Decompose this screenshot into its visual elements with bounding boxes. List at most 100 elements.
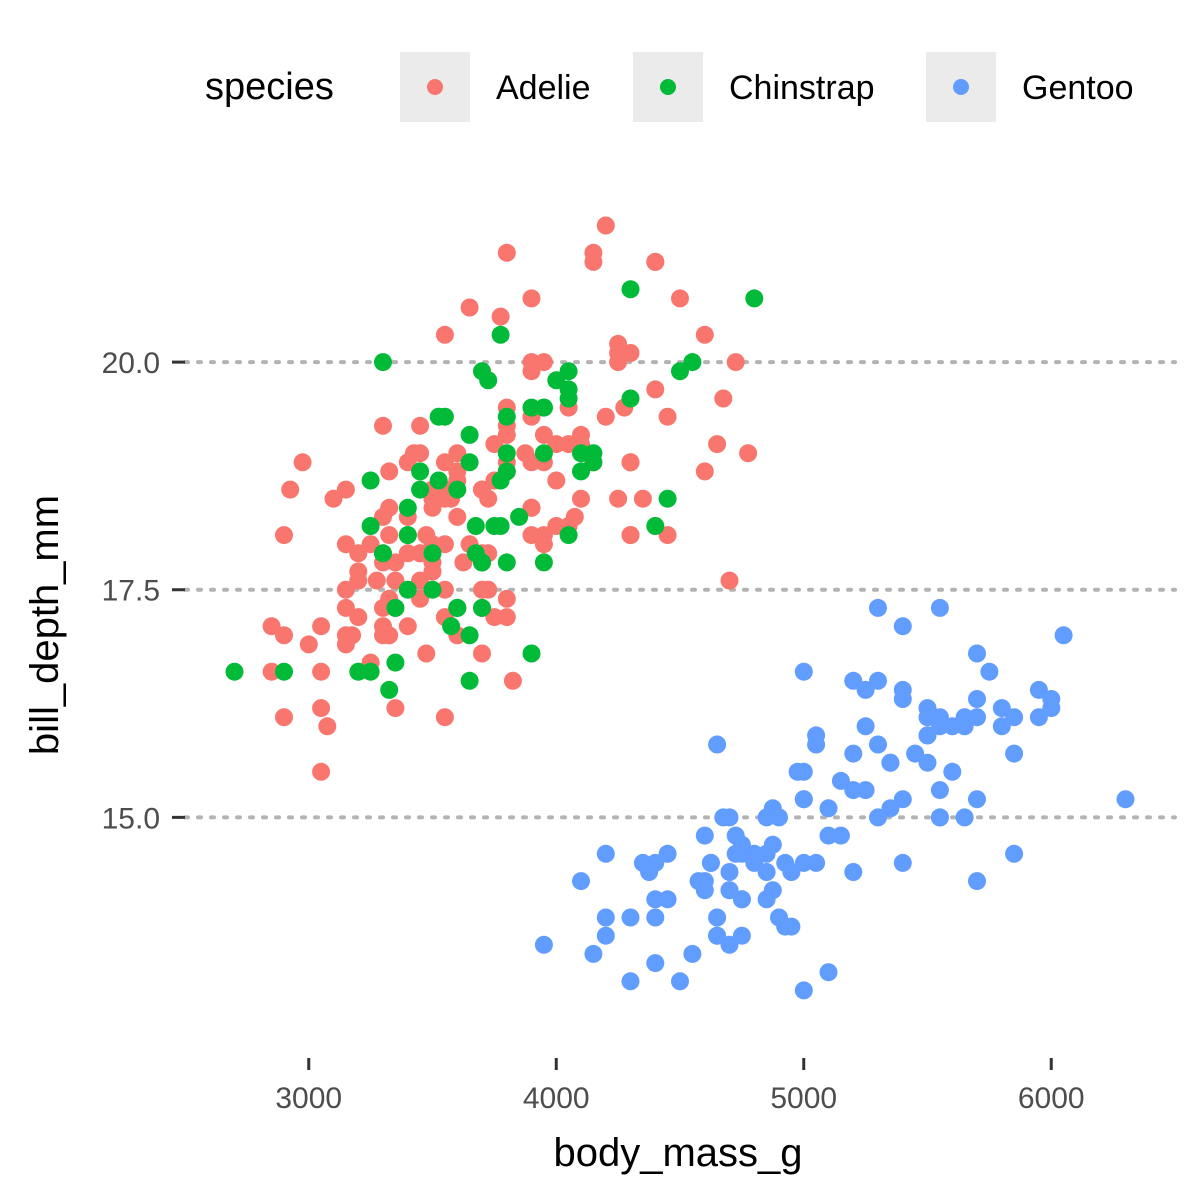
gentoo-point bbox=[869, 735, 887, 754]
y-tick-label: 17.5 bbox=[102, 575, 160, 608]
chinstrap-point bbox=[671, 362, 689, 381]
chinstrap-point bbox=[374, 544, 392, 563]
gentoo-point bbox=[906, 744, 925, 763]
adelie-point bbox=[411, 589, 430, 608]
adelie-point bbox=[374, 626, 392, 645]
gentoo-point bbox=[968, 708, 986, 727]
adelie-point bbox=[374, 416, 392, 435]
adelie-point bbox=[479, 580, 498, 599]
adelie-point bbox=[262, 617, 281, 636]
adelie-point bbox=[435, 453, 454, 472]
adelie-point bbox=[386, 571, 405, 590]
chinstrap-point bbox=[361, 662, 380, 681]
gentoo-point bbox=[807, 726, 826, 745]
adelie-point bbox=[547, 435, 566, 454]
gentoo-point bbox=[726, 826, 745, 845]
gentoo-point bbox=[640, 863, 659, 881]
adelie-point bbox=[658, 526, 677, 545]
chinstrap-point bbox=[448, 480, 467, 499]
adelie-point bbox=[633, 489, 652, 508]
chinstrap-point bbox=[522, 398, 541, 417]
adelie-point bbox=[695, 462, 714, 481]
gentoo-point bbox=[1054, 626, 1073, 645]
chinstrap-point bbox=[491, 325, 510, 344]
chinstrap-point bbox=[559, 362, 578, 381]
gentoo-point bbox=[794, 981, 813, 1000]
gentoo-point bbox=[1042, 699, 1061, 718]
chinstrap-point bbox=[547, 371, 566, 390]
adelie-point bbox=[522, 362, 541, 381]
gentoo-point bbox=[980, 662, 999, 681]
legend-key bbox=[926, 52, 996, 122]
gentoo-point bbox=[856, 717, 875, 736]
chinstrap-point bbox=[380, 680, 399, 699]
adelie-point bbox=[534, 535, 553, 554]
gentoo-point bbox=[955, 808, 974, 827]
gentoo-point bbox=[757, 808, 776, 827]
gentoo-point bbox=[1005, 708, 1024, 727]
gentoo-point bbox=[930, 781, 949, 800]
adelie-point bbox=[547, 517, 566, 535]
chinstrap-point bbox=[460, 626, 479, 645]
adelie-point bbox=[695, 325, 714, 344]
chinstrap-point bbox=[491, 471, 510, 490]
adelie-point bbox=[497, 589, 516, 608]
adelie-point bbox=[584, 243, 603, 262]
y-axis-title: bill_depth_mm bbox=[23, 495, 67, 755]
gentoo-point bbox=[671, 972, 689, 991]
adelie-point bbox=[411, 416, 430, 435]
gentoo-point bbox=[658, 844, 677, 863]
adelie-point bbox=[435, 535, 454, 554]
adelie-point bbox=[411, 544, 430, 563]
adelie-point bbox=[281, 480, 300, 499]
gentoo-point bbox=[1005, 744, 1024, 763]
adelie-point bbox=[559, 435, 578, 454]
chinstrap-point bbox=[374, 353, 392, 372]
adelie-point bbox=[336, 598, 355, 617]
chinstrap-point bbox=[423, 544, 442, 563]
gentoo-point bbox=[869, 808, 887, 827]
chinstrap-point bbox=[361, 471, 380, 490]
gentoo-point bbox=[714, 808, 733, 827]
gentoo-point bbox=[831, 771, 850, 790]
chinstrap-point bbox=[466, 544, 485, 563]
gentoo-point bbox=[689, 872, 708, 891]
gentoo-point bbox=[776, 853, 795, 872]
adelie-point bbox=[565, 507, 584, 526]
adelie-point bbox=[312, 699, 331, 718]
gentoo-point bbox=[893, 853, 912, 872]
adelie-point bbox=[448, 462, 467, 481]
chinstrap-point bbox=[473, 598, 491, 617]
adelie-point bbox=[534, 425, 553, 444]
gentoo-point bbox=[930, 808, 949, 827]
legend-label: Gentoo bbox=[1022, 69, 1134, 107]
legend-label: Chinstrap bbox=[729, 69, 875, 107]
chinstrap-point bbox=[411, 462, 430, 481]
adelie-point bbox=[275, 626, 293, 645]
gentoo-point bbox=[893, 617, 912, 636]
gentoo-point bbox=[844, 744, 863, 763]
adelie-point bbox=[646, 380, 665, 399]
gentoo-point bbox=[968, 644, 986, 663]
adelie-point bbox=[572, 489, 590, 508]
gentoo-point bbox=[930, 598, 949, 617]
chinstrap-point bbox=[398, 526, 417, 545]
gentoo-point bbox=[943, 717, 962, 736]
adelie-point bbox=[621, 453, 640, 472]
gentoo-point bbox=[844, 863, 863, 881]
chinstrap-point bbox=[361, 517, 380, 535]
chinstrap-point bbox=[448, 598, 467, 617]
gentoo-point bbox=[856, 781, 875, 800]
chinstrap-point bbox=[386, 653, 405, 672]
chinstrap-point bbox=[442, 617, 461, 636]
adelie-point bbox=[423, 489, 442, 508]
x-tick-label: 4000 bbox=[523, 1082, 590, 1115]
adelie-point bbox=[374, 507, 392, 526]
adelie-point bbox=[299, 635, 318, 654]
gentoo-point bbox=[943, 762, 962, 781]
gentoo-point bbox=[794, 853, 813, 872]
adelie-point bbox=[380, 526, 399, 545]
gentoo-point bbox=[584, 944, 603, 963]
adelie-point bbox=[609, 489, 628, 508]
